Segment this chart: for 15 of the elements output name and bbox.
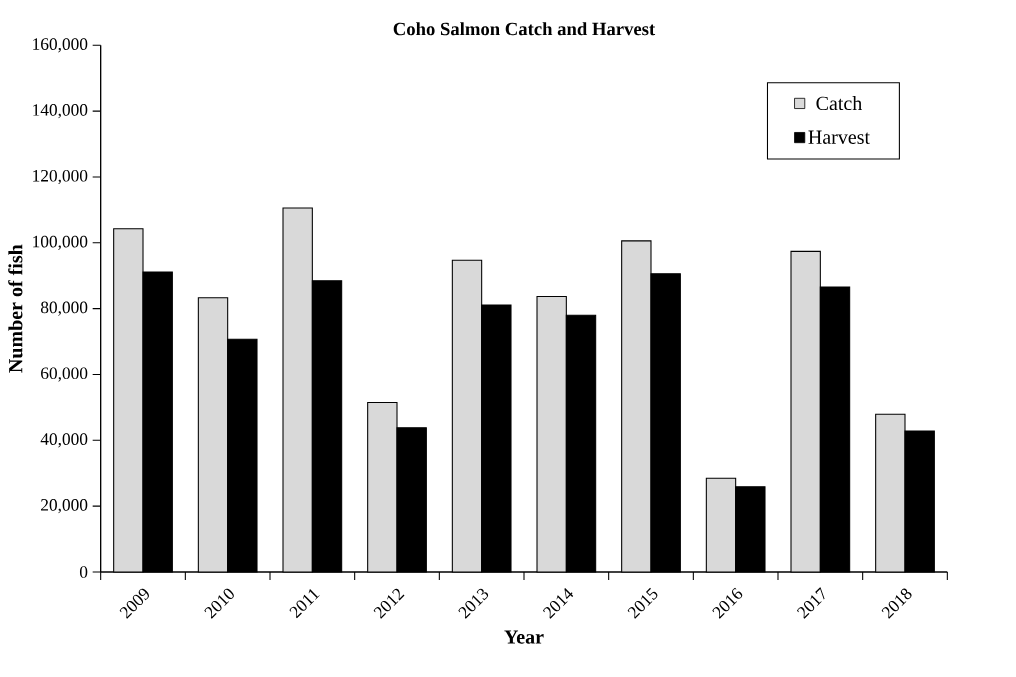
y-tick-label: 100,000 xyxy=(33,235,88,250)
y-tick-label: 20,000 xyxy=(41,499,88,514)
y-tick-label: 0 xyxy=(79,566,88,578)
x-axis-title: Year xyxy=(504,630,544,644)
y-tick-label: 120,000 xyxy=(33,169,88,185)
y-tick-label: 140,000 xyxy=(33,104,88,119)
y-axis-title: Number of fish xyxy=(8,244,23,373)
y-tick-label: 40,000 xyxy=(40,433,88,448)
legend-label: Catch xyxy=(816,96,863,111)
y-tick-label: 60,000 xyxy=(41,367,88,382)
y-tick-label: 160,000 xyxy=(33,38,88,53)
y-tick-label: 80,000 xyxy=(40,301,88,316)
chart-title: Coho Salmon Catch and Harvest xyxy=(393,22,656,36)
legend-label: Harvest xyxy=(808,130,870,144)
x-tick-label: 2011 xyxy=(289,589,320,619)
